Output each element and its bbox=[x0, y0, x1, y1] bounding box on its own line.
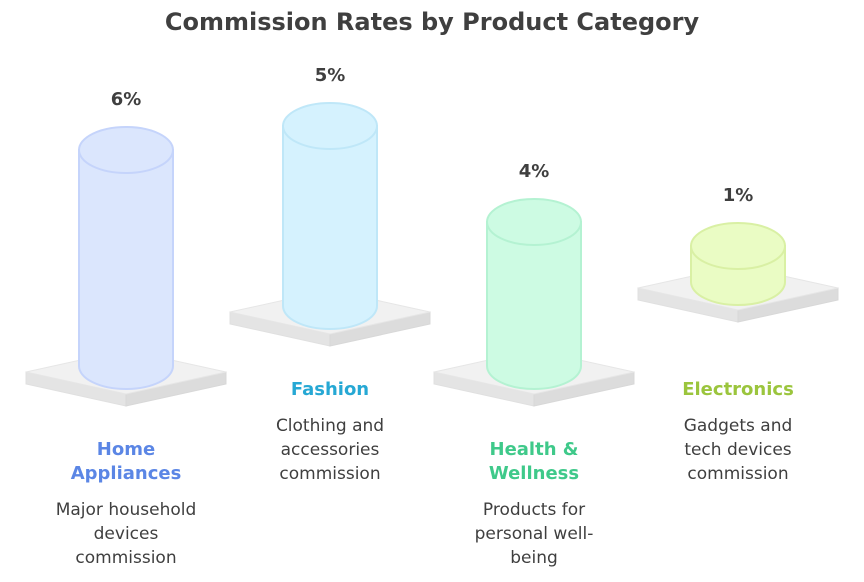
bar-home-appliances bbox=[78, 149, 174, 390]
category-label-health-wellness: Wellness bbox=[489, 463, 579, 484]
category-label-fashion: Fashion bbox=[291, 379, 369, 400]
description-fashion: commission bbox=[279, 464, 380, 484]
bar-group-fashion: 5% Fashion Clothing and accessories commissi… bbox=[229, 65, 431, 484]
value-label-health-wellness: 4% bbox=[519, 161, 550, 182]
value-label-electronics: 1% bbox=[723, 185, 754, 206]
bar-group-electronics: 1% Electronics Gadgets and tech devices comm… bbox=[637, 185, 839, 484]
category-label-electronics: Electronics bbox=[682, 379, 794, 400]
description-electronics: tech devices bbox=[684, 440, 791, 460]
bar-top-fashion bbox=[282, 102, 378, 150]
description-fashion: accessories bbox=[281, 440, 380, 460]
description-health-wellness: being bbox=[510, 548, 558, 568]
description-electronics: Gadgets and bbox=[684, 416, 793, 436]
bar-group-home-appliances: 6% Home Appliances Major household devices co… bbox=[25, 89, 227, 568]
bar-top-electronics bbox=[690, 222, 786, 270]
description-health-wellness: Products for bbox=[483, 500, 585, 520]
description-home-appliances: devices bbox=[94, 524, 159, 544]
bar-fashion bbox=[282, 125, 378, 330]
bar-health-wellness bbox=[486, 221, 582, 390]
value-label-home-appliances: 6% bbox=[111, 89, 142, 110]
bar-group-health-wellness: 4% Health & Wellness Products for personal w… bbox=[433, 161, 635, 568]
bar-top-home-appliances bbox=[78, 126, 174, 174]
description-electronics: commission bbox=[687, 464, 788, 484]
value-label-fashion: 5% bbox=[315, 65, 346, 86]
category-label-home-appliances: Appliances bbox=[71, 463, 182, 484]
description-health-wellness: personal well- bbox=[475, 524, 594, 544]
description-home-appliances: commission bbox=[75, 548, 176, 568]
description-fashion: Clothing and bbox=[276, 416, 384, 436]
category-label-health-wellness: Health & bbox=[490, 439, 579, 460]
chart-title: Commission Rates by Product Category bbox=[165, 8, 700, 36]
bar-top-health-wellness bbox=[486, 198, 582, 246]
description-home-appliances: Major household bbox=[56, 500, 197, 520]
category-label-home-appliances: Home bbox=[97, 439, 155, 460]
